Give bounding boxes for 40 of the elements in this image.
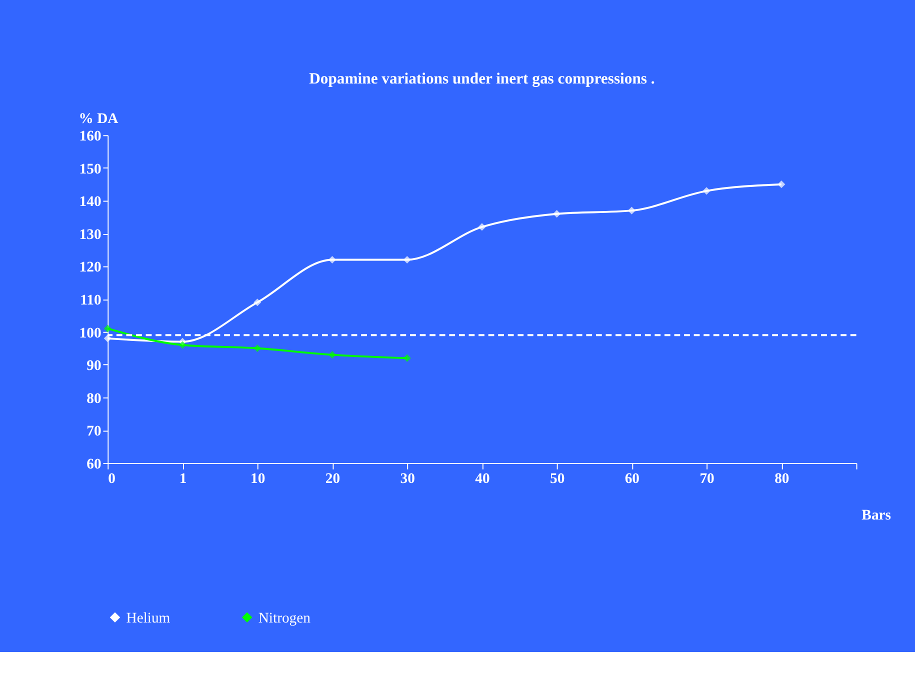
point [328,256,336,264]
point [254,298,262,306]
y-tick-label: 110 [80,292,102,308]
point [104,324,112,332]
x-tick-label: 20 [325,471,340,488]
point [254,344,262,352]
point [628,206,636,214]
x-tick-label: 1 [179,471,187,488]
point [104,334,112,342]
y-tick-label: 90 [86,358,102,374]
point [702,187,710,195]
x-tick-label: 70 [700,471,714,488]
legend-label: Helium [126,610,171,626]
point [553,210,561,218]
point [778,180,786,188]
y-tick-label: 150 [79,161,102,178]
point [403,256,411,264]
chart-title: Dopamine variations under inert gas compressions . [309,70,655,88]
x-tick-label: 30 [400,471,415,488]
x-tick-label: 0 [108,471,116,488]
y-tick-label: 60 [86,456,102,472]
point [178,341,186,349]
y-axis-title: % DA [78,110,119,127]
y-tick-label: 160 [79,128,102,145]
x-tick-label: 10 [250,471,266,488]
point [478,223,486,231]
legend-label: Nitrogen [258,610,312,626]
x-tick-label: 40 [475,471,490,488]
y-tick-label: 80 [86,390,102,407]
y-tick-label: 130 [79,226,102,243]
y-tick-label: 120 [79,260,102,276]
y-tick-label: 100 [79,325,102,342]
x-tick-label: 60 [624,471,640,488]
point [328,351,336,359]
x-tick-label: 50 [550,471,565,488]
point [403,354,411,362]
x-tick-label: 80 [774,471,790,488]
y-tick-label: 70 [86,424,102,440]
x-axis-title: Bars [862,507,892,524]
y-tick-label: 140 [79,194,102,210]
